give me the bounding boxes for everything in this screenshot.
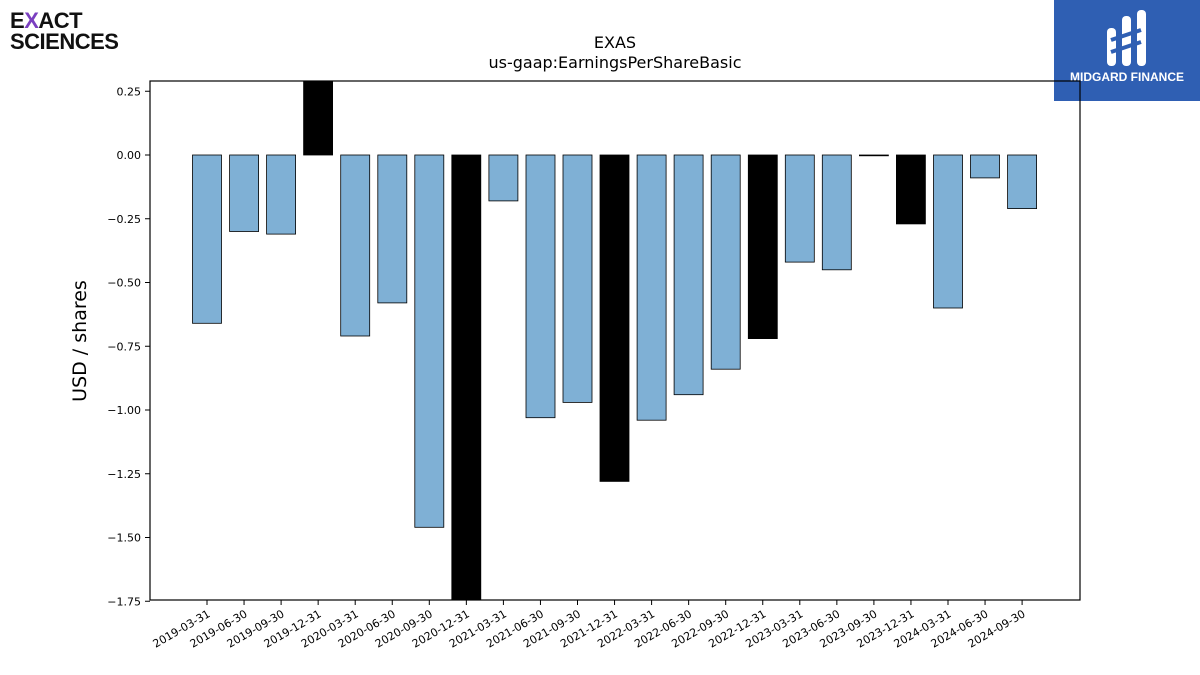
bar-2022-03-31 [636,154,667,421]
bar-2022-12-31 [747,154,778,340]
bars-group [192,80,1037,601]
logo-line-sciences: SCIENCES [10,29,119,54]
chart-subtitle: us-gaap:EarningsPerShareBasic [488,53,741,72]
bar-2021-09-30 [562,154,593,403]
bar-2021-06-30 [525,154,556,419]
y-tick-label: −1.25 [107,468,141,481]
bar-2024-09-30 [1007,154,1037,209]
bar-2024-03-31 [933,154,963,309]
bar-2020-03-31 [340,154,371,337]
bar-2023-12-31 [896,154,926,225]
bar-2023-06-30 [821,154,852,271]
bar-2022-06-30 [673,154,704,396]
bar-2020-06-30 [377,154,408,304]
y-tick-label: 0.00 [117,149,142,162]
bar-2020-09-30 [414,154,445,528]
exact-sciences-logo: EXACT SCIENCES [10,10,140,54]
midgard-finance-wordmark: MIDGARD FINANCE [1070,70,1184,84]
bar-2021-12-31 [599,154,630,482]
chart-title: EXAS [594,33,636,52]
y-tick-label: −0.50 [107,277,141,290]
logo-letters-act: ACT [38,8,83,33]
bar-2019-09-30 [266,154,297,235]
logo-letter-e: E [10,8,25,33]
y-tick-label: −0.75 [107,340,141,353]
y-tick-label: −1.50 [107,532,141,545]
bar-2022-09-30 [710,154,741,370]
y-axis: 0.25 0.00 −0.25 −0.50 −0.75 −1.00 −1.25 −1.50 −1… [107,85,150,608]
bar-2023-09-30 [859,154,889,157]
y-tick-label: −1.75 [107,595,141,608]
y-tick-label: −1.00 [107,404,141,417]
y-tick-label: 0.25 [117,85,142,98]
bar-2019-12-31 [303,80,334,156]
x-axis: 2019-03-312019-06-302019-09-302019-12-31… [151,600,1028,651]
bar-2019-06-30 [229,154,260,232]
logo-letter-x: X [24,8,39,33]
bar-2021-03-31 [488,154,519,202]
midgard-finance-logo: MIDGARD FINANCE [1054,0,1200,101]
bar-2024-06-30 [970,154,1000,179]
midgard-mark-icon [1107,10,1146,66]
bar-2019-03-31 [192,154,222,324]
y-tick-label: −0.25 [107,213,141,226]
exact-sciences-logo-text: EXACT SCIENCES [10,8,119,54]
y-axis-label: USD / shares [69,280,91,402]
bar-2020-12-31 [451,154,482,601]
bar-2023-03-31 [784,154,815,263]
